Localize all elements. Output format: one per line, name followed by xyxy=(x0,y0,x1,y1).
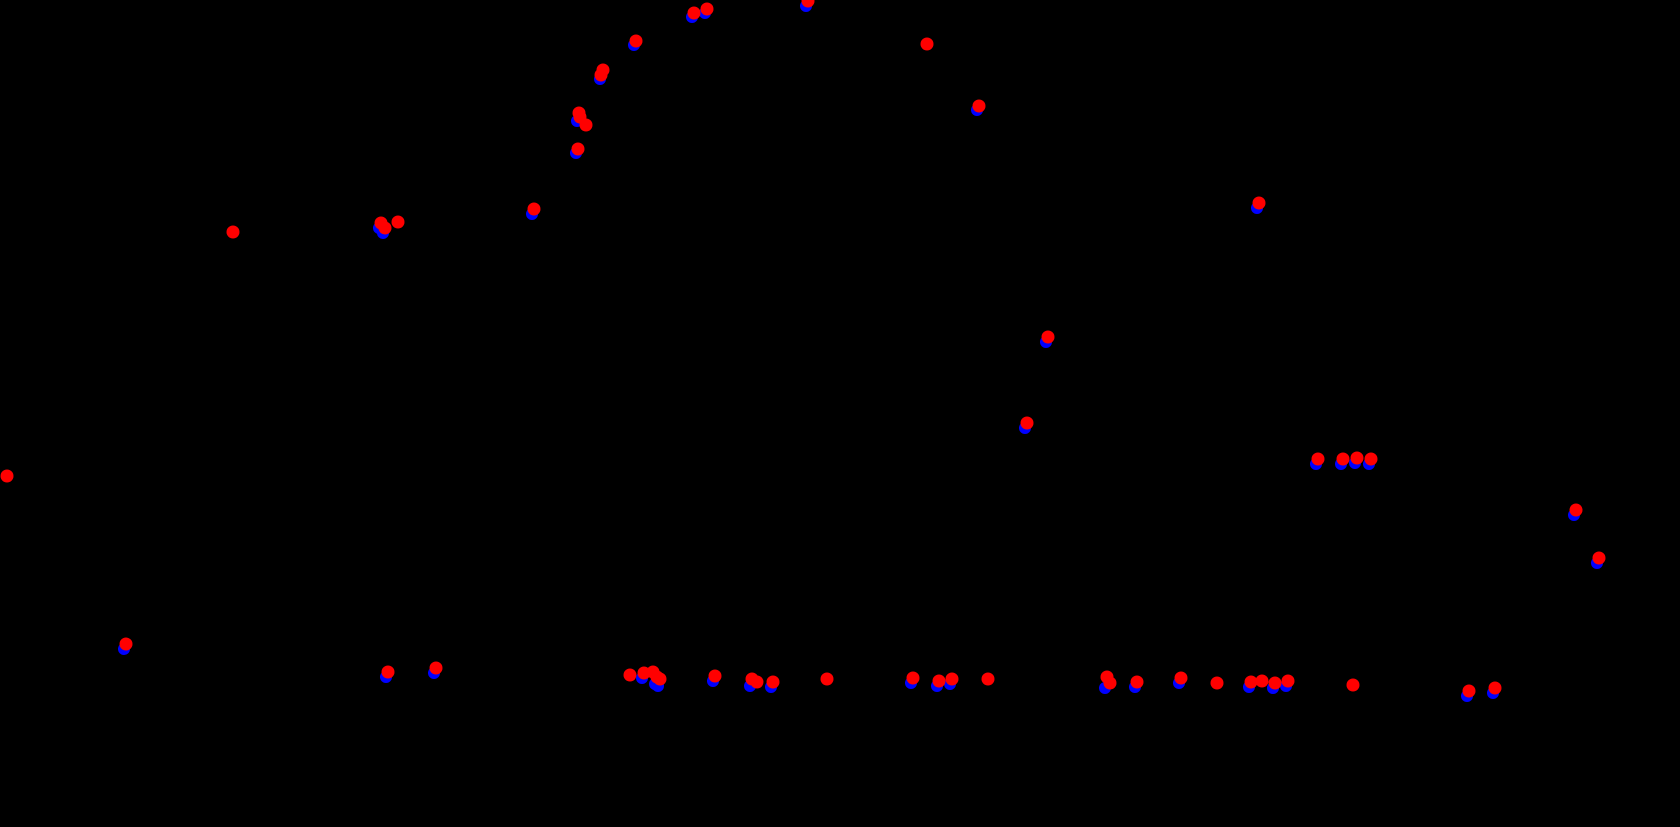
prediction-point xyxy=(981,672,995,686)
groundtruth-point xyxy=(1019,422,1031,434)
prediction-point xyxy=(1364,452,1378,466)
groundtruth-point xyxy=(1129,681,1141,693)
prediction-point xyxy=(1210,676,1224,690)
prediction-point xyxy=(637,666,651,680)
prediction-point xyxy=(1252,196,1266,210)
groundtruth-point xyxy=(1173,677,1185,689)
groundtruth-point xyxy=(1591,557,1603,569)
prediction-point xyxy=(906,671,920,685)
prediction-point xyxy=(1350,451,1364,465)
prediction-point xyxy=(750,675,764,689)
prediction-point xyxy=(766,675,780,689)
prediction-point xyxy=(1103,676,1117,690)
groundtruth-point xyxy=(905,677,917,689)
prediction-point xyxy=(801,0,815,8)
prediction-point xyxy=(119,637,133,651)
prediction-point xyxy=(687,6,701,20)
groundtruth-point xyxy=(594,73,606,85)
prediction-point xyxy=(650,670,664,684)
prediction-point xyxy=(1020,416,1034,430)
prediction-point xyxy=(1174,671,1188,685)
prediction-point xyxy=(573,110,587,124)
prediction-point xyxy=(708,669,722,683)
groundtruth-point xyxy=(1461,690,1473,702)
groundtruth-point xyxy=(570,147,582,159)
prediction-point xyxy=(381,665,395,679)
groundtruth-point xyxy=(380,671,392,683)
prediction-point xyxy=(629,34,643,48)
groundtruth-point xyxy=(428,667,440,679)
groundtruth-point xyxy=(686,11,698,23)
prediction-point xyxy=(1311,452,1325,466)
prediction-point xyxy=(374,216,388,230)
groundtruth-point xyxy=(652,680,664,692)
groundtruth-point xyxy=(1099,682,1111,694)
groundtruth-point xyxy=(931,680,943,692)
prediction-point xyxy=(226,225,240,239)
prediction-point xyxy=(572,106,586,120)
prediction-point xyxy=(1100,670,1114,684)
prediction-point xyxy=(1488,681,1502,695)
groundtruth-point xyxy=(628,39,640,51)
groundtruth-point xyxy=(118,643,130,655)
prediction-point xyxy=(0,469,14,483)
groundtruth-point xyxy=(1335,458,1347,470)
prediction-point xyxy=(653,672,667,686)
groundtruth-point xyxy=(1040,336,1052,348)
groundtruth-point xyxy=(377,227,389,239)
prediction-point xyxy=(571,142,585,156)
prediction-point xyxy=(1346,678,1360,692)
prediction-point xyxy=(1569,503,1583,517)
groundtruth-point xyxy=(971,104,983,116)
groundtruth-point xyxy=(649,678,661,690)
prediction-point xyxy=(1130,675,1144,689)
groundtruth-point xyxy=(1243,681,1255,693)
groundtruth-point xyxy=(526,208,538,220)
prediction-point xyxy=(527,202,541,216)
prediction-point xyxy=(932,674,946,688)
groundtruth-point xyxy=(373,222,385,234)
prediction-point xyxy=(745,672,759,686)
prediction-point xyxy=(972,99,986,113)
groundtruth-point xyxy=(636,672,648,684)
groundtruth-point xyxy=(707,675,719,687)
groundtruth-point xyxy=(1310,458,1322,470)
groundtruth-point xyxy=(571,115,583,127)
prediction-point xyxy=(1592,551,1606,565)
groundtruth-point xyxy=(765,681,777,693)
groundtruth-point xyxy=(1487,687,1499,699)
prediction-point xyxy=(378,221,392,235)
prediction-point xyxy=(920,37,934,51)
prediction-point xyxy=(596,63,610,77)
groundtruth-point xyxy=(1568,509,1580,521)
prediction-point xyxy=(820,672,834,686)
groundtruth-point xyxy=(699,7,711,19)
groundtruth-point xyxy=(1267,682,1279,694)
prediction-point xyxy=(1336,452,1350,466)
prediction-point xyxy=(1041,330,1055,344)
prediction-point xyxy=(1244,675,1258,689)
groundtruth-point xyxy=(1251,202,1263,214)
prediction-point xyxy=(623,668,637,682)
prediction-point xyxy=(594,68,608,82)
groundtruth-point xyxy=(1280,680,1292,692)
prediction-point xyxy=(1462,684,1476,698)
groundtruth-point xyxy=(1349,457,1361,469)
prediction-point xyxy=(945,672,959,686)
prediction-point xyxy=(646,665,660,679)
prediction-point xyxy=(429,661,443,675)
prediction-point xyxy=(1255,674,1269,688)
groundtruth-point xyxy=(744,680,756,692)
groundtruth-point xyxy=(944,678,956,690)
prediction-point xyxy=(579,118,593,132)
prediction-point xyxy=(391,215,405,229)
groundtruth-point xyxy=(1363,458,1375,470)
prediction-point xyxy=(700,2,714,16)
prediction-point xyxy=(1281,674,1295,688)
prediction-point xyxy=(1268,676,1282,690)
groundtruth-point xyxy=(800,0,812,12)
